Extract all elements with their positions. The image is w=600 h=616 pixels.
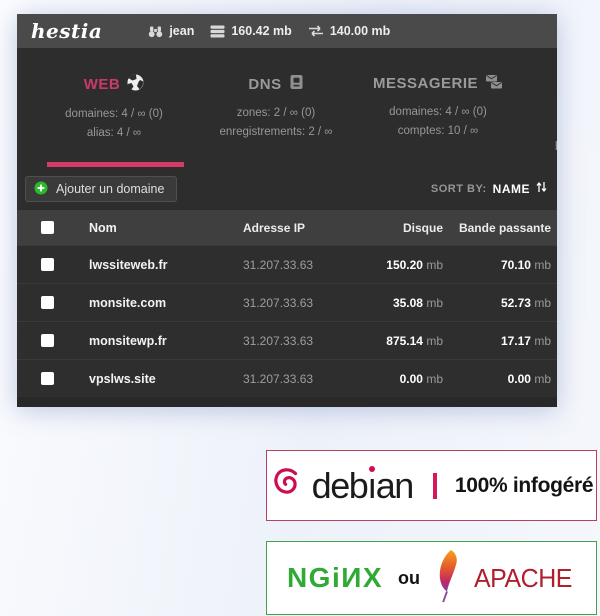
domain-disk: 875.14 mb	[386, 333, 443, 348]
add-domain-button[interactable]: Ajouter un domaine	[25, 176, 178, 202]
row-checkbox[interactable]	[41, 296, 54, 309]
apache-wordmark: APACHE	[474, 562, 572, 593]
web-stat-alias: alias: 4 / ∞	[86, 127, 142, 139]
swap-arrows-icon	[308, 25, 324, 37]
table-row: vpslws.site 31.207.33.63 0.00 mb 0.00 mb	[17, 359, 557, 397]
domain-ip: 31.207.33.63	[243, 371, 314, 386]
tabs: WEB domaines: 4 / ∞ (0) alias: 4 / ∞ DNS	[17, 48, 557, 153]
add-domain-label: Ajouter un domaine	[56, 182, 165, 196]
debian-divider-bar	[432, 472, 437, 499]
hestia-panel: hestia jean 160.42 mb 140.00 mb	[17, 14, 557, 407]
header-bande-passante[interactable]: Bande passante	[458, 220, 551, 235]
webserver-banner: NGiИX ou APACHE	[266, 541, 597, 615]
mail-stat-accounts: comptes: 10 / ∞	[397, 125, 479, 137]
domain-ip: 31.207.33.63	[243, 295, 314, 310]
tab-messagerie-label: MESSAGERIE	[372, 75, 479, 92]
dns-stat-zones: zones: 2 / ∞ (0)	[236, 107, 316, 119]
dns-stat-records: enregistrements: 2 / ∞	[219, 126, 333, 138]
table-row: lwssiteweb.fr 31.207.33.63 150.20 mb 70.…	[17, 245, 557, 283]
row-checkbox[interactable]	[41, 334, 54, 347]
domain-name[interactable]: monsite.com	[89, 295, 167, 310]
domain-name[interactable]: vpslws.site	[89, 371, 156, 386]
plus-icon	[34, 181, 48, 198]
sort-control[interactable]: SORT BY: NAME	[431, 180, 547, 198]
topbar-bandwidth-value: 140.00 mb	[329, 24, 391, 38]
domain-ip: 31.207.33.63	[243, 333, 314, 348]
apache-feather-icon	[435, 549, 459, 608]
topbar-disk[interactable]: 160.42 mb	[210, 24, 292, 38]
domain-disk: 35.08 mb	[392, 295, 443, 310]
domain-bandwidth: 52.73 mb	[500, 295, 551, 310]
row-checkbox[interactable]	[41, 258, 54, 271]
table-header: Nom Adresse IP Disque Bande passante	[17, 210, 557, 245]
user-icon	[148, 25, 163, 38]
debian-caption: 100% infogéré	[454, 473, 594, 497]
hestia-logo[interactable]: hestia	[31, 19, 103, 43]
debian-banner: debıan 100% infogéré	[266, 450, 597, 521]
domain-bandwidth: 0.00 mb	[507, 371, 551, 386]
tab-messagerie[interactable]: MESSAGERIE domaines: 4 / ∞ (0) comptes: …	[357, 74, 519, 143]
topbar-bandwidth[interactable]: 140.00 mb	[308, 24, 390, 38]
toolbar: Ajouter un domaine SORT BY: NAME	[17, 167, 557, 210]
globe-icon	[127, 74, 144, 95]
domain-bandwidth: 17.17 mb	[500, 333, 551, 348]
topbar: hestia jean 160.42 mb 140.00 mb	[17, 14, 557, 48]
mail-stack-icon	[485, 74, 503, 93]
domain-name[interactable]: lwssiteweb.fr	[89, 257, 168, 272]
sort-value: NAME	[492, 182, 530, 196]
debian-wordmark: debıan	[311, 464, 415, 506]
debian-swirl-icon	[270, 464, 304, 507]
tab-dns-label: DNS	[248, 75, 282, 93]
tab-web-label: WEB	[83, 76, 121, 93]
connector-text: ou	[398, 567, 421, 588]
table-row: monsite.com 31.207.33.63 35.08 mb 52.73 …	[17, 283, 557, 321]
header-disque[interactable]: Disque	[402, 220, 443, 235]
tab-web[interactable]: WEB domaines: 4 / ∞ (0) alias: 4 / ∞	[33, 74, 195, 143]
domain-disk: 0.00 mb	[399, 371, 443, 386]
header-adresse-ip[interactable]: Adresse IP	[243, 220, 306, 235]
table-footer-strip	[17, 397, 557, 407]
topbar-username: jean	[169, 24, 195, 38]
mail-stat-domains: domaines: 4 / ∞ (0)	[389, 106, 487, 118]
active-tab-underline	[47, 162, 184, 167]
domain-ip: 31.207.33.63	[243, 257, 314, 272]
header-nom[interactable]: Nom	[89, 220, 117, 235]
clipped-stat-text: b	[555, 141, 557, 153]
tab-dns[interactable]: DNS zones: 2 / ∞ (0) enregistrements: 2 …	[195, 74, 357, 143]
address-book-icon	[289, 74, 304, 94]
row-checkbox[interactable]	[41, 372, 54, 385]
nginx-wordmark: NGiИX	[286, 562, 384, 593]
domain-name[interactable]: monsitewp.fr	[89, 333, 167, 348]
table-row: monsitewp.fr 31.207.33.63 875.14 mb 17.1…	[17, 321, 557, 359]
topbar-user[interactable]: jean	[148, 24, 194, 38]
domain-bandwidth: 70.10 mb	[500, 257, 551, 272]
select-all-checkbox[interactable]	[41, 221, 54, 234]
domain-disk: 150.20 mb	[386, 257, 443, 272]
sort-by-label: SORT BY:	[430, 183, 487, 195]
web-stat-domains: domaines: 4 / ∞ (0)	[65, 108, 163, 120]
sort-arrows-icon	[536, 180, 547, 198]
disk-icon	[210, 25, 225, 38]
topbar-disk-value: 160.42 mb	[231, 24, 292, 38]
